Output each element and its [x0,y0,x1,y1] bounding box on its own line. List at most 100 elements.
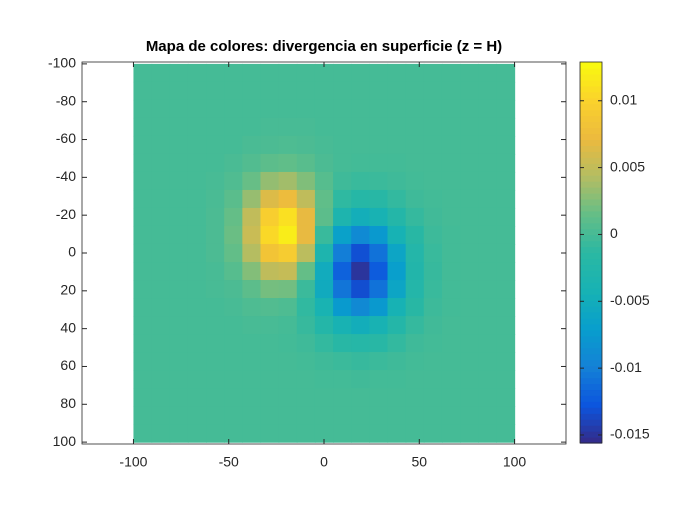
heatmap-cell [133,316,153,335]
heatmap-cell [296,117,316,137]
heatmap-cell [151,370,171,389]
heatmap-cell [133,280,153,299]
heatmap-cell [369,352,389,371]
heatmap-cell [478,81,498,101]
heatmap-cell [151,99,171,119]
heatmap-cell [387,171,407,191]
colorbar-swatch [580,145,602,152]
heatmap-cell [260,225,280,245]
heatmap-cell [314,153,334,173]
heatmap-cell [151,262,171,281]
heatmap-cell [260,153,280,173]
heatmap-cell [441,280,461,299]
heatmap-cell [423,406,443,425]
heatmap-cell [296,352,316,371]
heatmap-cell [478,298,498,317]
heatmap-cell [333,370,352,389]
heatmap-cell [314,406,334,425]
colorbar-swatch [580,97,602,105]
heatmap-cell [296,424,316,443]
heatmap-cell [242,189,262,209]
colorbar-swatch [580,216,602,224]
heatmap-cell [260,370,280,389]
heatmap-cell [441,153,461,173]
y-tick-label: 40 [60,319,76,335]
heatmap-cell [260,99,280,119]
heatmap-cell [278,171,298,191]
heatmap-cell [206,135,225,155]
colorbar-swatch [580,431,602,438]
heatmap-cell [296,171,316,191]
heatmap-cell [278,225,298,245]
heatmap-cell [206,280,225,299]
heatmap-cell [478,352,498,371]
heatmap-cell [133,352,153,371]
heatmap-cell [296,207,316,227]
heatmap-cell [260,207,280,227]
heatmap-cell [496,243,516,263]
heatmap-cell [169,153,189,173]
heatmap-cell [460,153,479,173]
heatmap-cell [224,171,243,191]
heatmap-cell [387,225,407,245]
heatmap-cell [260,280,280,299]
heatmap-cell [478,243,498,263]
heatmap-cell [242,171,262,191]
heatmap-cell [169,135,189,155]
heatmap-cell [296,388,316,407]
colorbar-swatch [580,377,602,385]
heatmap-cell [496,171,516,191]
heatmap-cell [351,370,370,389]
heatmap-cell [314,225,334,245]
colorbar-swatch [580,276,602,283]
heatmap-cell [423,370,443,389]
heatmap-cell [333,424,352,443]
heatmap-cell [206,316,225,335]
heatmap-cell [206,298,225,317]
colorbar-swatch [580,187,602,194]
heatmap-cell [133,334,153,353]
heatmap-cell [278,262,298,281]
colorbar-swatch [580,395,602,402]
y-tick-label: 60 [60,357,76,373]
heatmap-cell [496,370,516,389]
heatmap-cell [369,334,389,353]
heatmap-cell [296,280,316,299]
colorbar-swatch [580,109,602,117]
colorbar-swatch [580,163,602,170]
heatmap-cell [423,280,443,299]
heatmap-cell [496,189,516,209]
heatmap-cell [278,243,298,263]
heatmap-cell [314,63,334,83]
x-tick-label: 100 [503,454,527,470]
colorbar-swatch [580,181,602,188]
heatmap-cell [151,135,171,155]
heatmap-cell [151,189,171,209]
heatmap-cell [441,298,461,317]
heatmap-cell [369,316,389,335]
heatmap-cell [441,352,461,371]
colorbar-swatch [580,288,602,295]
heatmap-cell [260,316,280,335]
heatmap-cell [405,280,425,299]
colorbar-swatch [580,371,602,379]
heatmap-cell [496,406,516,425]
heatmap-cell [133,135,153,155]
heatmap-cell [423,99,443,119]
heatmap-cell [314,280,334,299]
heatmap-cell [405,81,425,101]
heatmap-cell [387,370,407,389]
heatmap-cell [187,99,207,119]
heatmap-cell [496,135,516,155]
heatmap-cell [133,189,153,209]
heatmap-cell [405,334,425,353]
heatmap-cell [423,117,443,137]
heatmap-cell [387,262,407,281]
heatmap-cell [405,352,425,371]
colorbar-swatch [580,62,602,69]
heatmap-cell [187,117,207,137]
heatmap-cell [296,334,316,353]
heatmap-cell [278,117,298,137]
heatmap-cell [187,280,207,299]
